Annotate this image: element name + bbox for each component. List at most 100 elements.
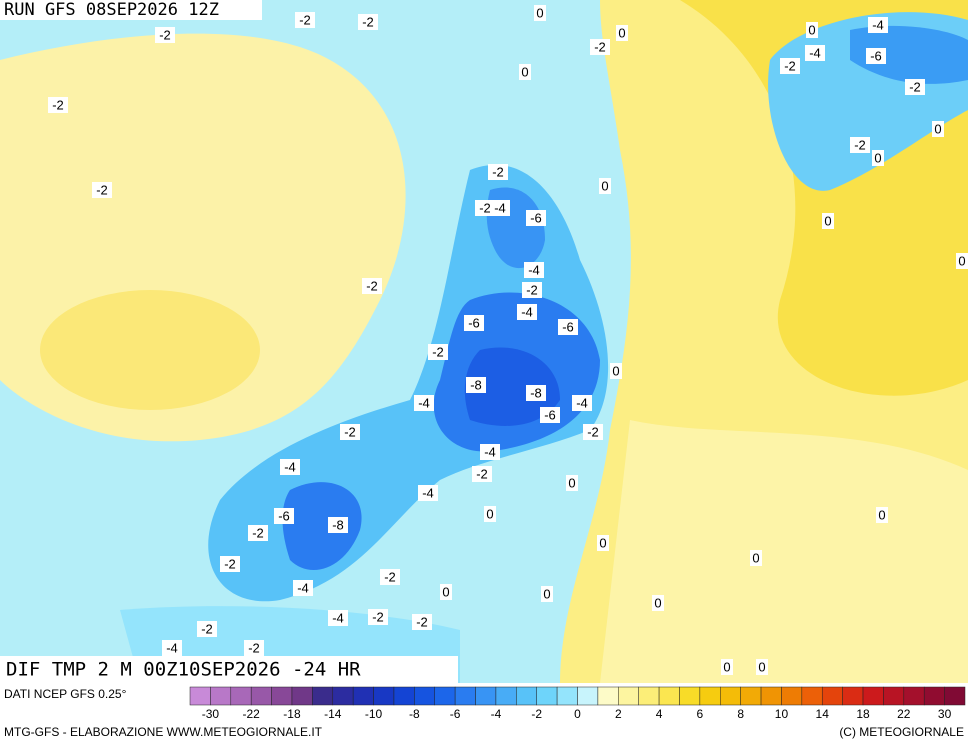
contour-label: 0 xyxy=(758,659,765,674)
contour-label-box xyxy=(220,556,240,572)
contour-label: -2 xyxy=(159,27,171,42)
contour-label: -8 xyxy=(470,377,482,392)
colorbar-swatch xyxy=(597,686,619,706)
contour-label: -2 xyxy=(416,614,428,629)
contour-label-box xyxy=(358,14,378,30)
contour-label: -4 xyxy=(332,610,344,625)
colorbar-swatch xyxy=(720,686,741,706)
colorbar-swatch xyxy=(373,686,395,706)
footer-right: (C) METEOGIORNALE xyxy=(839,725,964,739)
contour-label-box xyxy=(866,48,886,64)
colorbar-swatch xyxy=(944,686,966,706)
contour-label: 0 xyxy=(752,550,759,565)
contour-label: 0 xyxy=(521,64,528,79)
run-header: RUN GFS 08SEP2026 12Z xyxy=(4,0,219,20)
colorbar-swatch xyxy=(760,686,782,706)
colorbar-tick-label: -18 xyxy=(283,707,301,721)
contour-label: -4 xyxy=(521,304,533,319)
colorbar-swatch xyxy=(332,686,354,706)
colorbar-swatch xyxy=(883,686,905,706)
colorbar-tick-label: -2 xyxy=(531,707,542,721)
contour-label-box xyxy=(876,507,888,523)
contour-label-box xyxy=(868,17,888,33)
contour-label-box xyxy=(541,586,553,602)
contour-label: -6 xyxy=(870,48,882,63)
title-box xyxy=(0,656,458,684)
contour-label: 0 xyxy=(486,506,493,521)
colorbar-swatch xyxy=(210,686,232,706)
contour-label-box xyxy=(522,282,542,298)
contour-label-box xyxy=(48,97,68,113)
contour-label-box xyxy=(362,278,382,294)
contour-label: 0 xyxy=(543,586,550,601)
contour-label-box xyxy=(599,178,611,194)
contour-label-box xyxy=(526,210,546,226)
colorbar-swatch xyxy=(291,686,313,706)
contour-label-box xyxy=(905,79,925,95)
colorbar-tick-label: 6 xyxy=(697,707,704,721)
contour-label-box xyxy=(340,424,360,440)
contour-label-box xyxy=(519,64,531,80)
contour-label: -2 xyxy=(344,424,356,439)
colorbar-swatch xyxy=(189,686,211,706)
contour-label: 0 xyxy=(618,25,625,40)
contour-label: -2 xyxy=(526,282,538,297)
contour-label-box xyxy=(293,580,313,596)
contour-label: 0 xyxy=(442,584,449,599)
contour-label: 0 xyxy=(536,5,543,20)
colorbar-swatch xyxy=(454,686,476,706)
contour-label-box xyxy=(162,640,182,656)
contour-label-box xyxy=(721,659,733,675)
colorbar-swatch xyxy=(842,686,864,706)
header-box xyxy=(0,0,262,20)
colorbar-swatch xyxy=(516,686,537,706)
contour-label-box xyxy=(380,569,400,585)
contour-label: -2 xyxy=(476,466,488,481)
contour-label: 0 xyxy=(723,659,730,674)
contour-label: -4 xyxy=(422,485,434,500)
contour-label-box xyxy=(484,506,496,522)
colorbar-swatch xyxy=(312,686,334,706)
contour-label: -2 xyxy=(492,164,504,179)
contour-label: -2 xyxy=(248,640,260,655)
colorbar-swatch xyxy=(393,686,415,706)
contour-label: 0 xyxy=(599,535,606,550)
contour-label: -4 xyxy=(484,444,496,459)
colorbar-swatch xyxy=(781,686,803,706)
contour-label-box xyxy=(558,319,578,335)
contour-label: 0 xyxy=(958,253,965,268)
colorbar-swatch xyxy=(658,686,680,706)
contour-label-box xyxy=(572,395,592,411)
colorbar-tick-label: 0 xyxy=(574,707,581,721)
contour-label: -2 xyxy=(587,424,599,439)
contour-label-box xyxy=(850,137,870,153)
contour-label-box xyxy=(295,12,315,28)
colorbar-swatch xyxy=(495,686,517,706)
contour-label-box xyxy=(540,407,560,423)
contour-label-box xyxy=(652,595,664,611)
contour-label: -2 xyxy=(299,12,311,27)
contour-label: 0 xyxy=(824,213,831,228)
contour-label: 0 xyxy=(601,178,608,193)
contour-label-box xyxy=(155,27,175,43)
colorbar-tick-label: 10 xyxy=(775,707,789,721)
contour-label-box xyxy=(932,121,944,137)
contour-label: 0 xyxy=(654,595,661,610)
contour-label: -2 xyxy=(252,525,264,540)
contour-label: -2 xyxy=(362,14,374,29)
contour-label: -4 xyxy=(872,17,884,32)
contour-label: -6 xyxy=(468,315,480,330)
contour-label: 0 xyxy=(568,475,575,490)
contour-label-box xyxy=(248,525,268,541)
colorbar-swatch xyxy=(352,686,374,706)
contour-label-box xyxy=(490,200,510,216)
contour-label-box xyxy=(616,25,628,41)
colorbar-swatch xyxy=(679,686,701,706)
contour-label: -2 xyxy=(432,344,444,359)
contour-label: -6 xyxy=(544,407,556,422)
contour-label: -4 xyxy=(284,459,296,474)
colorbar-tick-label: 22 xyxy=(897,707,911,721)
map-title: DIF TMP 2 M 00Z10SEP2026 -24 HR xyxy=(6,659,361,681)
colorbar-swatch xyxy=(434,686,456,706)
contour-label-box xyxy=(583,424,603,440)
